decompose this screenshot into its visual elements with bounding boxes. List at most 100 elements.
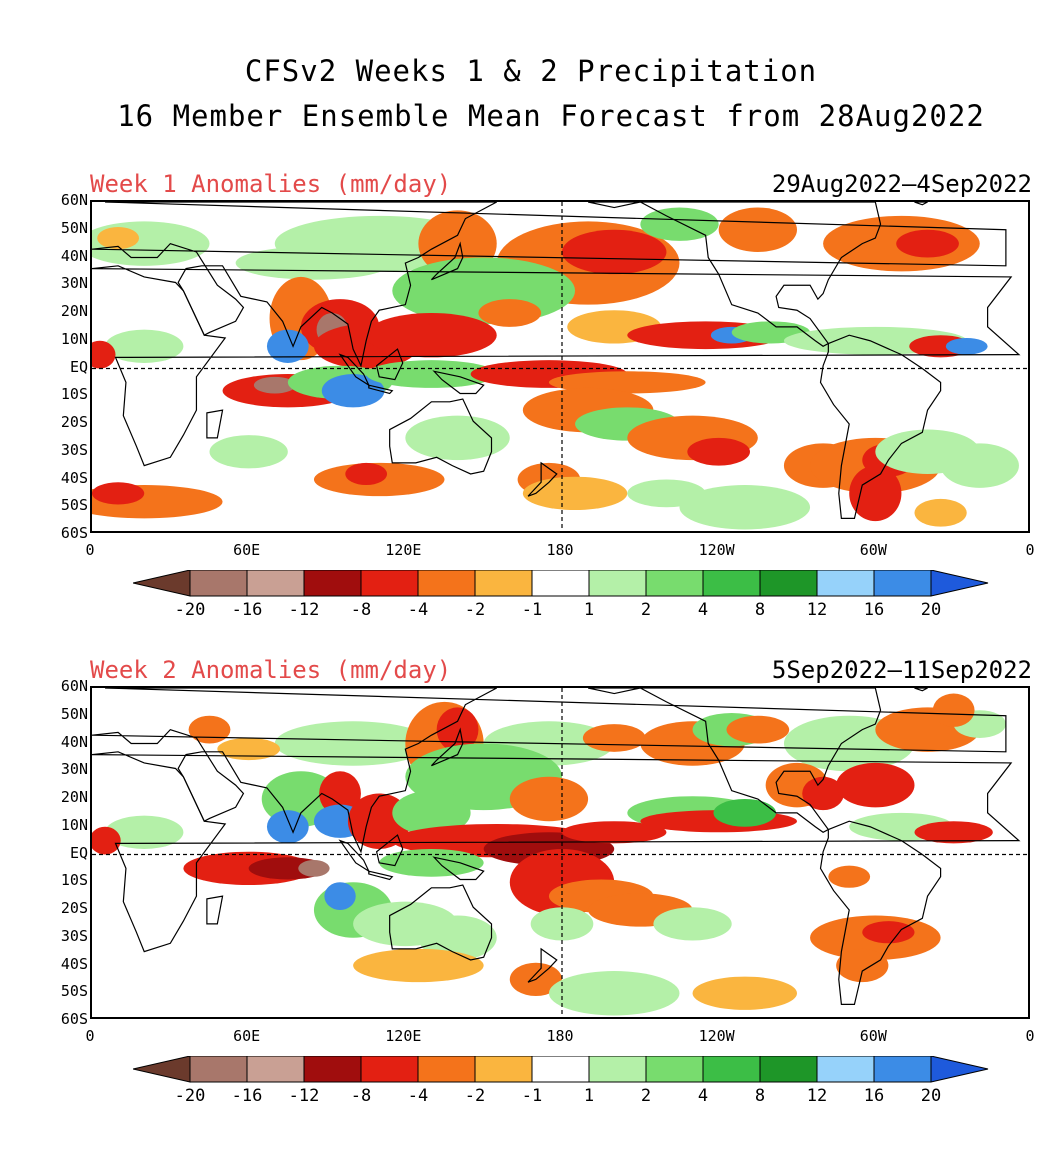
week2-anomaly-area-50: [418, 915, 497, 960]
week2-colorbar-svg: [132, 1055, 989, 1083]
week2-lat-label: 50N: [60, 704, 88, 723]
week1-anomaly-area-31: [321, 374, 385, 408]
week1-colorbar-label: -1: [521, 600, 543, 620]
week1-coastline-8: [338, 353, 371, 387]
week2-lat-label: 40S: [60, 954, 88, 973]
week2-anomaly-area-55: [828, 865, 871, 888]
week2-colorbar-swatch: [702, 1055, 761, 1083]
week1-coastline-10: [432, 370, 485, 395]
week2-anomaly-area-15: [509, 776, 589, 822]
week2-lon-label: 0: [1025, 1027, 1035, 1045]
week2-lat-label: 30N: [60, 760, 88, 779]
week2-colorbar-swatch: [417, 1055, 476, 1083]
week2-anomaly-area-24: [562, 821, 667, 844]
week1-colorbar-swatch: [702, 569, 761, 597]
week2-colorbar-swatch: [645, 1055, 704, 1083]
week1-anomaly-area-43: [940, 443, 1019, 488]
week1-colorbar-swatch: [873, 569, 932, 597]
week1-colorbar-label: -16: [231, 600, 263, 620]
week2-coastline-7: [375, 834, 404, 867]
week1-anomaly-area-52: [849, 465, 902, 522]
week2-colorbar-swatch: [474, 1055, 533, 1083]
week1-anomaly-area-27: [92, 340, 116, 369]
week2-anomaly-area-1: [274, 721, 432, 766]
week2-coastline-1: [92, 688, 1007, 854]
week1-lat-label: 20S: [60, 413, 88, 431]
week1-anomaly-area-7: [896, 229, 959, 258]
week1-dates: 29Aug2022—4Sep2022: [771, 170, 1032, 198]
week2-lon-label: 60E: [233, 1027, 261, 1045]
week2-colorbar-min-arrow: [132, 1055, 191, 1083]
week2-colorbar: -20 -16 -12 -8 -4 -2 -1 1 2 4 8 12 16 20: [132, 1055, 1003, 1110]
week2-anomaly-area-54: [692, 976, 797, 1010]
week2-lat-label: 10S: [60, 871, 88, 890]
week2-lat-label: 20N: [60, 788, 88, 806]
week2-colorbar-swatch: [189, 1055, 248, 1083]
week1-lon-label: 0: [1025, 541, 1035, 559]
week1-colorbar-label: -2: [464, 600, 486, 620]
week2-colorbar-label: -12: [288, 1086, 320, 1106]
week1-coastline-11: [914, 202, 928, 206]
week2-lat-label: 60N: [60, 677, 88, 695]
week2-lat-label: 40N: [60, 732, 88, 751]
week2-anomaly-area-13: [217, 737, 280, 761]
week1-anomaly-area-38: [687, 437, 751, 466]
week2-anomaly-area-39: [324, 882, 356, 910]
week1-anomaly-area-26: [105, 329, 184, 363]
week1-anomaly-area-53: [209, 435, 288, 469]
week2-colorbar-swatch: [360, 1055, 419, 1083]
week1-coastline-4: [819, 334, 942, 519]
week2-anomaly-area-30: [836, 762, 915, 808]
week2-map: [90, 686, 1030, 1019]
week2-anomaly-area-53: [548, 971, 680, 1016]
week1-lat-label: 30N: [60, 274, 88, 293]
week2-colorbar-label: -2: [464, 1086, 486, 1106]
week1-map: [90, 200, 1030, 533]
week1-anomaly-area-17: [366, 313, 497, 358]
week1-colorbar-swatch: [816, 569, 875, 597]
week2-colorbar-swatch: [531, 1055, 590, 1083]
week2-colorbar-swatch: [816, 1055, 875, 1083]
figure-title-line1: CFSv2 Weeks 1 & 2 Precipitation: [244, 54, 818, 88]
week2-colorbar-swatch: [588, 1055, 647, 1083]
week1-lat-label: 60N: [60, 191, 88, 209]
week1-coastline-7: [375, 348, 404, 381]
week1-coastline-0: [92, 265, 1021, 467]
week1-anomaly-area-3: [562, 229, 667, 275]
week2-colorbar-label: 20: [920, 1086, 942, 1106]
week2-lon-label: 120E: [385, 1027, 422, 1045]
week2-colorbar-label: 16: [863, 1086, 885, 1106]
week2-coastline-0: [92, 751, 1021, 953]
week1-anomaly-area-5: [718, 207, 797, 252]
week2-anomaly-area-44: [530, 907, 594, 941]
week2-lon-label: 120W: [698, 1027, 735, 1045]
week2-coastline-8: [338, 839, 371, 873]
week2-lat-label: 30S: [60, 926, 88, 945]
week2-anomaly-area-8: [726, 715, 790, 744]
week1-colorbar-swatch: [417, 569, 476, 597]
week2-colorbar-swatch: [873, 1055, 932, 1083]
week1-colorbar-min-arrow: [132, 569, 191, 597]
week1-anomaly-area-9: [97, 226, 139, 250]
week2-anomaly-area-45: [653, 907, 732, 941]
week1-lon-label: 60W: [859, 541, 887, 559]
week2-anomaly-area-34: [92, 826, 121, 855]
week2-coastline-4: [819, 820, 942, 1005]
week1-lon-label: 180: [546, 541, 574, 559]
week2-anomaly-area-12: [932, 693, 975, 727]
week1-colorbar: -20 -16 -12 -8 -4 -2 -1 1 2 4 8 12 16 20: [132, 569, 1003, 624]
week2-lon-label: 60W: [859, 1027, 887, 1045]
week2-coastline-11: [914, 688, 928, 692]
week1-colorbar-swatch: [474, 569, 533, 597]
week1-lat-label: 50S: [60, 496, 88, 515]
week1-colorbar-label: -20: [174, 600, 206, 620]
week1-anomaly-area-4: [640, 207, 719, 241]
week1-colorbar-label: -12: [288, 600, 320, 620]
week2-lat-label: 20S: [60, 899, 88, 917]
week1-colorbar-swatch: [759, 569, 818, 597]
week2-coastline-3: [587, 688, 882, 834]
week2-anomaly-area-32: [914, 821, 993, 844]
week2-colorbar-label: 1: [583, 1086, 595, 1106]
week2-anomaly-area-47: [862, 921, 915, 944]
week2-coastline-12: [527, 947, 558, 983]
